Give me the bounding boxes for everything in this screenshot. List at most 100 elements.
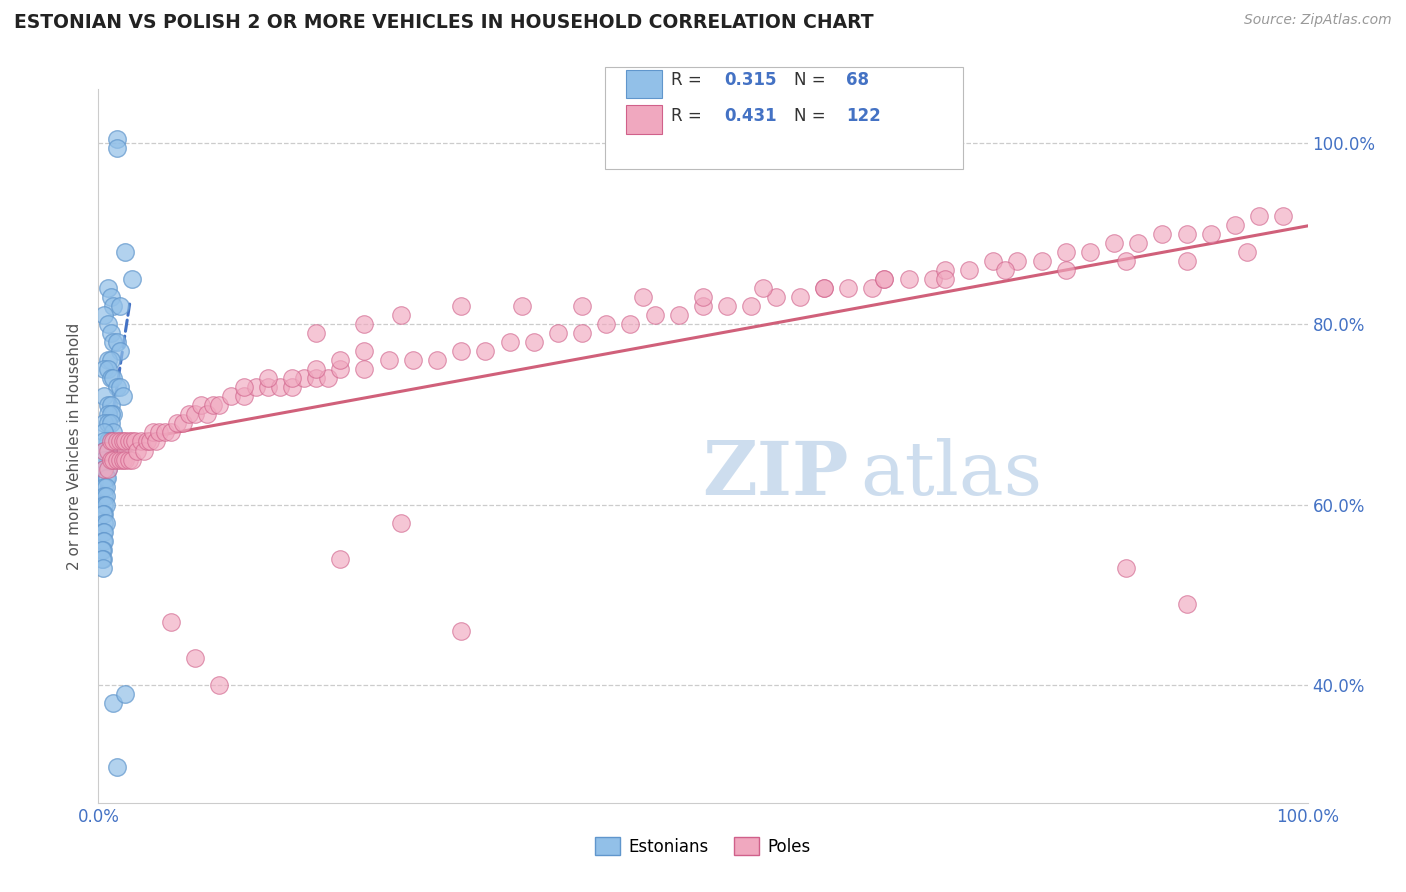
Point: [91, 524, 114, 539]
Point: [97, 353, 120, 368]
Point: [100, 434, 122, 449]
Point: [921, 272, 943, 286]
Point: [101, 371, 124, 385]
Point: [94, 470, 117, 484]
Text: atlas: atlas: [860, 438, 1042, 511]
Point: [93, 308, 115, 322]
Point: [101, 299, 124, 313]
Text: 0.315: 0.315: [724, 71, 776, 89]
Point: [97, 461, 120, 475]
Point: [245, 380, 267, 394]
Point: [571, 299, 593, 313]
Point: [329, 552, 352, 566]
Point: [329, 362, 352, 376]
Point: [97, 452, 120, 467]
Point: [389, 308, 412, 322]
Point: [105, 434, 128, 449]
Point: [93, 480, 115, 494]
Point: [101, 408, 124, 422]
Point: [100, 452, 122, 467]
Point: [139, 434, 162, 449]
Point: [94, 498, 117, 512]
Point: [100, 434, 122, 449]
Point: [97, 398, 120, 412]
Point: [93, 489, 115, 503]
Point: [813, 281, 835, 295]
Point: [377, 353, 399, 368]
Point: [108, 344, 131, 359]
Point: [172, 417, 194, 431]
Point: [93, 498, 115, 512]
Point: [93, 425, 115, 440]
Point: [97, 417, 120, 431]
Point: [292, 371, 315, 385]
Point: [837, 281, 859, 295]
Point: [353, 362, 375, 376]
Point: [111, 452, 134, 467]
Point: [145, 434, 167, 449]
Point: [101, 452, 124, 467]
Point: [124, 434, 146, 449]
Point: [97, 317, 120, 331]
Point: [93, 417, 115, 431]
Point: [1175, 597, 1198, 611]
Point: [305, 371, 328, 385]
Point: [547, 326, 569, 340]
Point: [108, 299, 131, 313]
Point: [97, 362, 120, 376]
Point: [692, 299, 714, 313]
Legend: Estonians, Poles: Estonians, Poles: [589, 830, 817, 863]
Point: [105, 759, 128, 773]
Point: [93, 362, 115, 376]
Point: [100, 353, 122, 368]
Point: [101, 425, 124, 440]
Point: [692, 290, 714, 304]
Point: [1054, 244, 1077, 259]
Point: [97, 443, 120, 458]
Point: [269, 380, 291, 394]
Point: [426, 353, 449, 368]
Point: [1199, 227, 1222, 241]
Point: [934, 263, 956, 277]
Point: [105, 380, 128, 394]
Text: N =: N =: [794, 107, 831, 125]
Point: [498, 335, 520, 350]
Point: [716, 299, 738, 313]
Point: [510, 299, 533, 313]
Point: [97, 408, 120, 422]
Point: [873, 272, 896, 286]
Point: [184, 651, 207, 665]
Point: [1236, 244, 1258, 259]
Point: [91, 542, 114, 557]
Point: [1175, 227, 1198, 241]
Point: [94, 516, 117, 530]
Point: [108, 380, 131, 394]
Text: Source: ZipAtlas.com: Source: ZipAtlas.com: [1244, 13, 1392, 28]
Point: [105, 452, 128, 467]
Point: [281, 380, 304, 394]
Point: [129, 434, 152, 449]
Point: [93, 443, 115, 458]
Point: [631, 290, 654, 304]
Point: [208, 678, 231, 692]
Point: [121, 272, 143, 286]
Point: [208, 398, 231, 412]
Point: [1054, 263, 1077, 277]
Point: [305, 362, 328, 376]
Point: [97, 281, 120, 295]
Point: [897, 272, 920, 286]
Point: [994, 263, 1017, 277]
Point: [105, 132, 128, 146]
Point: [94, 480, 117, 494]
Point: [105, 141, 128, 155]
Point: [474, 344, 496, 359]
Point: [981, 253, 1004, 268]
Point: [91, 507, 114, 521]
Point: [1078, 244, 1101, 259]
Point: [105, 335, 128, 350]
Point: [523, 335, 546, 350]
Point: [93, 389, 115, 403]
Point: [101, 697, 124, 711]
Point: [1007, 253, 1029, 268]
Point: [93, 516, 115, 530]
